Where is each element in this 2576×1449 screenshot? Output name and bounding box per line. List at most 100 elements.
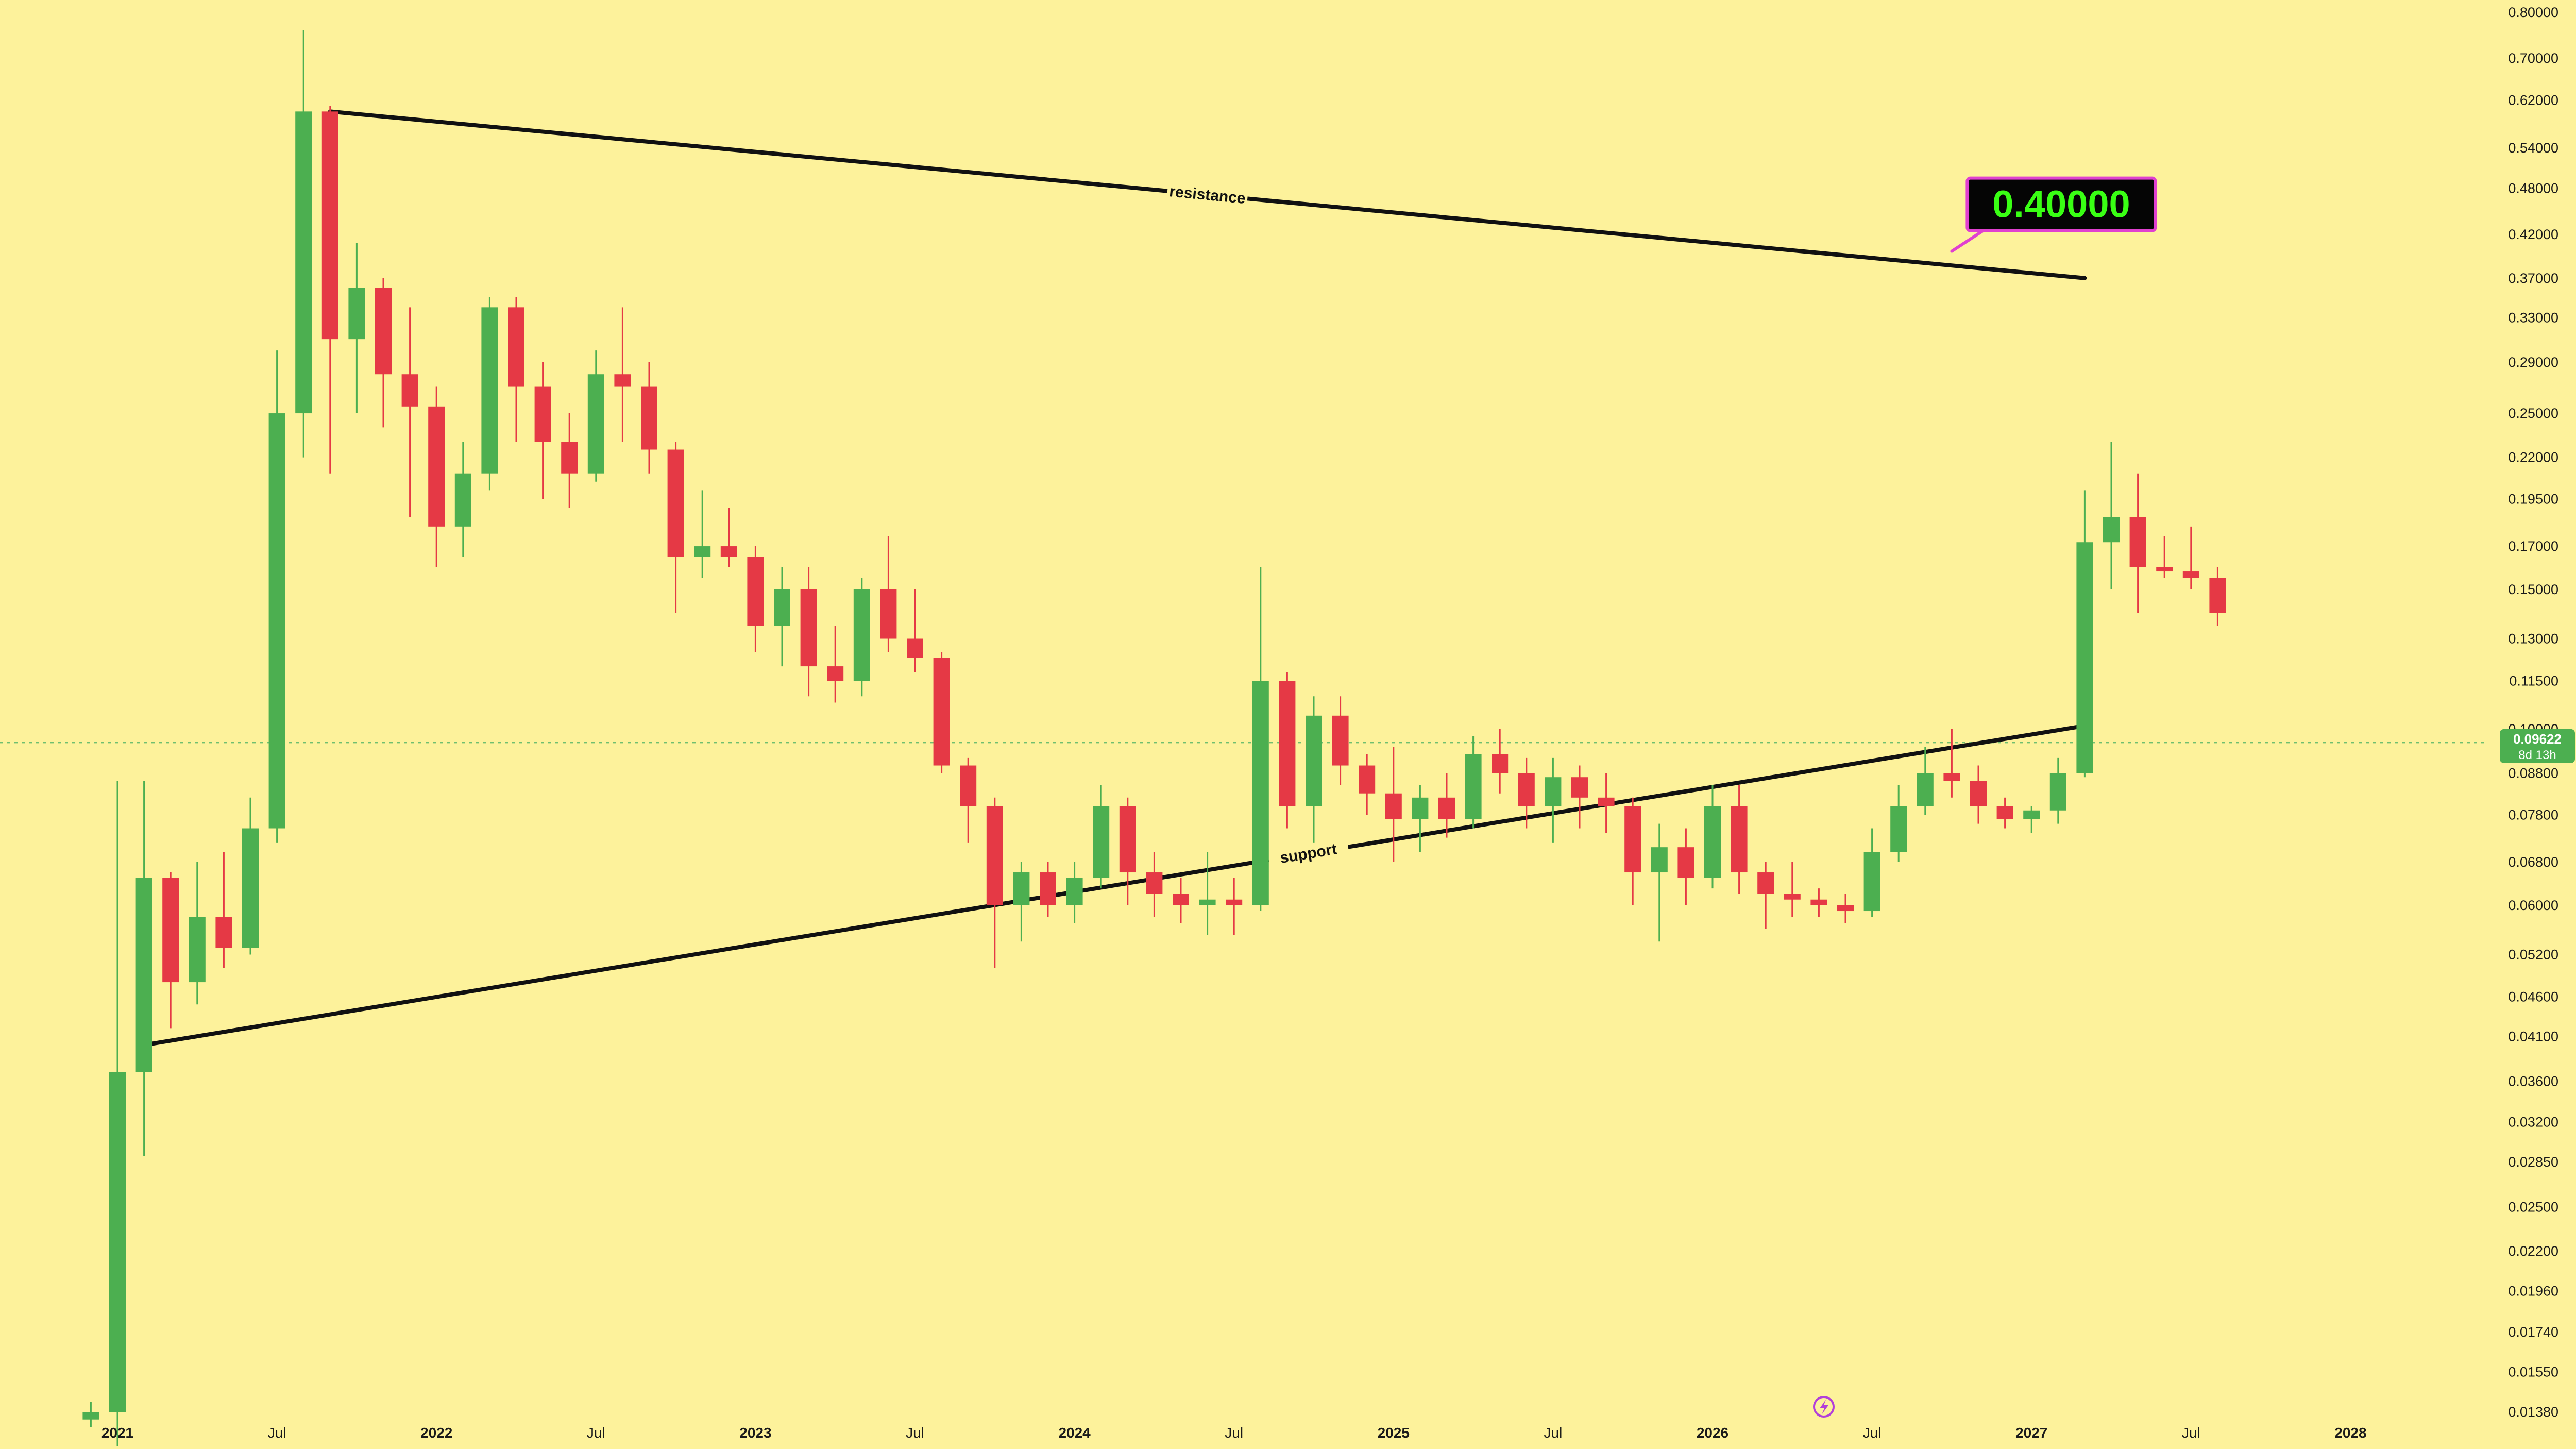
candle-body bbox=[1279, 681, 1296, 806]
candle-body bbox=[401, 374, 418, 407]
candle-body bbox=[348, 288, 365, 340]
tradingview-logo[interactable] bbox=[1813, 1396, 1835, 1418]
candle bbox=[720, 508, 737, 567]
candle bbox=[933, 652, 950, 773]
candle-body bbox=[1704, 806, 1721, 878]
x-tick-label: 2026 bbox=[1697, 1425, 1728, 1441]
y-tick-label: 0.01380 bbox=[2508, 1404, 2558, 1420]
candle bbox=[1119, 797, 1136, 905]
candle bbox=[853, 578, 870, 697]
candle-body bbox=[454, 473, 471, 527]
candle bbox=[2049, 757, 2066, 824]
candle-body bbox=[2209, 578, 2226, 613]
y-tick-label: 0.37000 bbox=[2508, 271, 2558, 286]
candle bbox=[1970, 765, 1987, 824]
candle-body bbox=[1146, 872, 1163, 894]
candle bbox=[1438, 773, 1455, 838]
y-tick-label: 0.05200 bbox=[2508, 947, 2558, 963]
candle bbox=[454, 442, 471, 557]
candle-body bbox=[268, 413, 285, 829]
candle-body bbox=[880, 589, 897, 639]
current-price-value: 0.09622 bbox=[2513, 731, 2562, 747]
candle bbox=[1279, 672, 1296, 829]
candle bbox=[1731, 785, 1748, 894]
candle bbox=[321, 106, 338, 474]
y-tick-label: 0.22000 bbox=[2508, 450, 2558, 465]
candle-body bbox=[827, 666, 844, 681]
x-tick-label: Jul bbox=[1544, 1425, 1563, 1441]
candle bbox=[2023, 806, 2040, 833]
candle bbox=[1943, 729, 1960, 798]
candle-body bbox=[1784, 894, 1801, 900]
candle bbox=[109, 781, 126, 1446]
candle bbox=[1252, 567, 1269, 912]
candle-body bbox=[933, 658, 950, 766]
candle-body bbox=[428, 406, 445, 527]
candle bbox=[1465, 736, 1482, 829]
candle-body bbox=[1173, 894, 1189, 905]
y-tick-label: 0.03200 bbox=[2508, 1114, 2558, 1130]
current-price-tag: 0.09622 8d 13h bbox=[2500, 729, 2575, 763]
candle-body bbox=[1199, 899, 1216, 905]
y-tick-label: 0.08800 bbox=[2508, 766, 2558, 781]
candle-body bbox=[162, 878, 179, 983]
candle bbox=[1545, 757, 1562, 843]
y-tick-label: 0.02850 bbox=[2508, 1154, 2558, 1170]
candle bbox=[614, 307, 631, 442]
candle-body bbox=[508, 307, 524, 387]
candle bbox=[189, 862, 206, 1005]
resistance-label-group: resistance bbox=[1166, 179, 1249, 210]
y-tick-label: 0.33000 bbox=[2508, 310, 2558, 325]
candle-body bbox=[1996, 806, 2013, 819]
candle-body bbox=[1837, 905, 1854, 912]
candle-body bbox=[1119, 806, 1136, 873]
y-tick-label: 0.80000 bbox=[2508, 5, 2558, 20]
candle-body bbox=[1226, 899, 1243, 905]
candle bbox=[1359, 754, 1376, 815]
candle-body bbox=[1545, 777, 1562, 806]
candle bbox=[1837, 894, 1854, 923]
candle bbox=[428, 386, 445, 567]
candle-body bbox=[1040, 872, 1056, 905]
candle-body bbox=[747, 557, 764, 626]
candle-body bbox=[534, 386, 551, 442]
y-tick-label: 0.04600 bbox=[2508, 989, 2558, 1005]
lightning-icon bbox=[1820, 1400, 1828, 1414]
candle bbox=[587, 350, 604, 482]
candle bbox=[1863, 828, 1880, 917]
candle bbox=[1173, 878, 1189, 923]
candle bbox=[215, 852, 232, 968]
candle bbox=[1199, 852, 1216, 935]
candle-body bbox=[907, 638, 923, 658]
logo-ring bbox=[1813, 1396, 1835, 1418]
candle-body bbox=[1066, 878, 1083, 905]
y-tick-label: 0.01960 bbox=[2508, 1283, 2558, 1299]
candle-body bbox=[694, 546, 711, 557]
y-axis[interactable]: 2.400002.100001.850001.650001.450001.250… bbox=[2508, 0, 2558, 1420]
candle bbox=[295, 30, 312, 458]
candle bbox=[747, 546, 764, 652]
candle-body bbox=[960, 765, 977, 806]
candle bbox=[2156, 536, 2173, 578]
candle-body bbox=[2156, 567, 2173, 572]
x-axis[interactable]: 2021 Jul 2022 Jul 2023 Jul 2024 Jul 2025 Jul 2026 J… bbox=[101, 1425, 2367, 1441]
candle-countdown: 8d 13h bbox=[2518, 748, 2556, 762]
candle-body bbox=[1943, 773, 1960, 781]
candle bbox=[1704, 785, 1721, 889]
candle-body bbox=[853, 589, 870, 681]
candle bbox=[2076, 490, 2093, 778]
y-tick-label: 0.04100 bbox=[2508, 1029, 2558, 1044]
candle-body bbox=[1412, 797, 1429, 819]
candle bbox=[1412, 785, 1429, 852]
x-tick-label: Jul bbox=[587, 1425, 605, 1441]
candle bbox=[1492, 729, 1509, 794]
candle-body bbox=[1252, 681, 1269, 905]
candle-body bbox=[1093, 806, 1110, 878]
candle bbox=[1571, 765, 1588, 829]
candle bbox=[667, 442, 684, 613]
candle-body bbox=[215, 917, 232, 948]
candle-body bbox=[1731, 806, 1748, 873]
candle bbox=[2209, 567, 2226, 626]
candle-body bbox=[1013, 872, 1030, 905]
